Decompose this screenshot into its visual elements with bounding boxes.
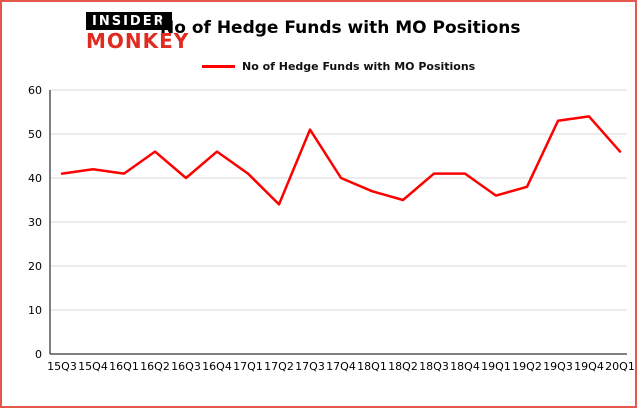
x-tick-label: 16Q3 bbox=[171, 360, 201, 373]
chart-title: No of Hedge Funds with MO Positions bbox=[160, 18, 521, 38]
x-tick-label: 19Q1 bbox=[481, 360, 511, 373]
x-tick-label: 15Q4 bbox=[78, 360, 108, 373]
insider-monkey-logo: INSIDER MONKEY bbox=[86, 12, 189, 51]
x-tick-label: 18Q1 bbox=[357, 360, 387, 373]
x-tick-label: 18Q4 bbox=[450, 360, 480, 373]
x-tick-label: 15Q3 bbox=[47, 360, 77, 373]
y-tick-label: 40 bbox=[28, 172, 42, 185]
x-tick-label: 17Q1 bbox=[233, 360, 263, 373]
series-line bbox=[60, 115, 622, 206]
x-tick-label: 18Q2 bbox=[388, 360, 418, 373]
brand-insider-text: INSIDER bbox=[86, 12, 172, 30]
y-tick-label: 30 bbox=[28, 216, 42, 229]
legend-label: No of Hedge Funds with MO Positions bbox=[242, 60, 476, 73]
x-tick-label: 16Q1 bbox=[109, 360, 139, 373]
x-tick-label: 19Q2 bbox=[512, 360, 542, 373]
y-tick-label: 20 bbox=[28, 260, 42, 273]
y-tick-label: 60 bbox=[28, 84, 42, 97]
x-tick-label: 19Q4 bbox=[574, 360, 604, 373]
legend-line-swatch bbox=[202, 65, 235, 68]
x-tick-label: 16Q4 bbox=[202, 360, 232, 373]
brand-monkey-text: MONKEY bbox=[86, 29, 190, 53]
x-tick-label: 17Q2 bbox=[264, 360, 294, 373]
x-tick-label: 16Q2 bbox=[140, 360, 170, 373]
x-tick-label: 19Q3 bbox=[543, 360, 573, 373]
y-tick-label: 50 bbox=[28, 128, 42, 141]
y-tick-label: 0 bbox=[35, 348, 42, 361]
x-tick-label: 17Q3 bbox=[295, 360, 325, 373]
legend: No of Hedge Funds with MO Positions bbox=[202, 60, 475, 73]
y-tick-label: 10 bbox=[28, 304, 42, 317]
x-tick-label: 17Q4 bbox=[326, 360, 356, 373]
x-tick-label: 18Q3 bbox=[419, 360, 449, 373]
x-tick-label: 20Q1 bbox=[605, 360, 635, 373]
